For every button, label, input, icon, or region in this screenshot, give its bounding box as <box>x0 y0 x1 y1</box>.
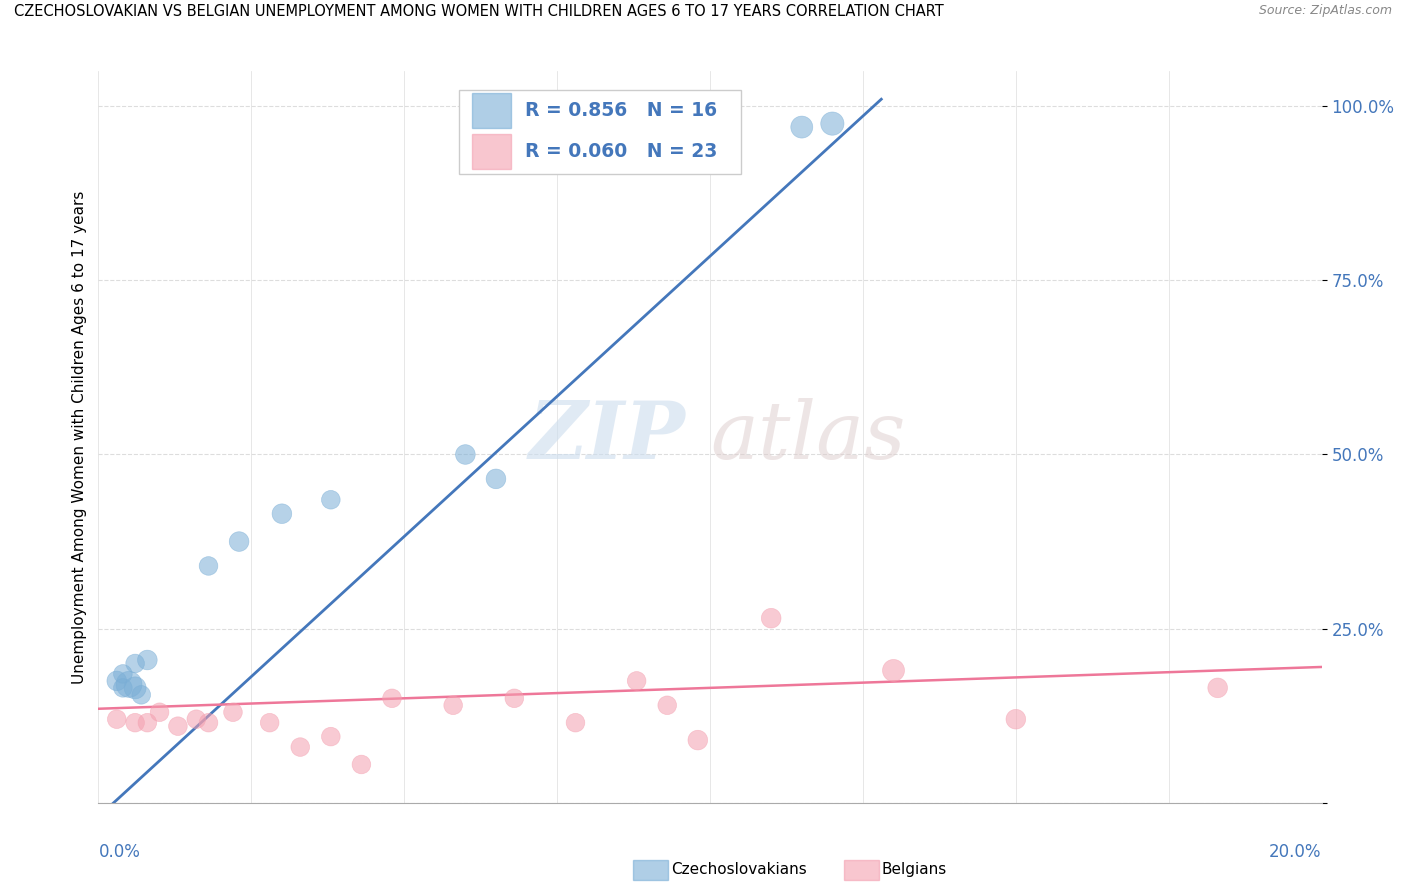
Point <box>759 611 782 625</box>
FancyBboxPatch shape <box>471 135 510 169</box>
Point <box>124 657 146 671</box>
Text: R = 0.856   N = 16: R = 0.856 N = 16 <box>526 101 717 120</box>
Point <box>657 698 679 713</box>
Point <box>197 715 219 730</box>
Point <box>111 667 134 681</box>
FancyBboxPatch shape <box>460 90 741 174</box>
Point <box>124 681 146 695</box>
Point <box>454 448 477 462</box>
Point <box>883 664 905 678</box>
Point <box>503 691 526 706</box>
FancyBboxPatch shape <box>471 93 510 128</box>
Point <box>167 719 190 733</box>
Text: Source: ZipAtlas.com: Source: ZipAtlas.com <box>1258 4 1392 18</box>
Point <box>350 757 373 772</box>
Point <box>1004 712 1026 726</box>
Point <box>124 715 146 730</box>
Point <box>626 673 648 688</box>
Point <box>105 673 128 688</box>
Text: Czechoslovakians: Czechoslovakians <box>671 863 807 877</box>
Point <box>111 681 134 695</box>
Point <box>790 120 813 134</box>
Point <box>197 558 219 573</box>
Point <box>441 698 464 713</box>
Point <box>259 715 281 730</box>
Text: 20.0%: 20.0% <box>1270 843 1322 861</box>
Text: ZIP: ZIP <box>529 399 686 475</box>
Point <box>485 472 508 486</box>
Text: atlas: atlas <box>710 399 905 475</box>
Point <box>105 712 128 726</box>
Point <box>270 507 292 521</box>
Point <box>186 712 208 726</box>
Point <box>319 730 342 744</box>
Point <box>290 740 312 755</box>
Text: 0.0%: 0.0% <box>98 843 141 861</box>
Point <box>319 492 342 507</box>
Point <box>222 705 245 719</box>
Text: CZECHOSLOVAKIAN VS BELGIAN UNEMPLOYMENT AMONG WOMEN WITH CHILDREN AGES 6 TO 17 Y: CZECHOSLOVAKIAN VS BELGIAN UNEMPLOYMENT … <box>14 4 943 20</box>
Point <box>136 653 159 667</box>
Text: R = 0.060   N = 23: R = 0.060 N = 23 <box>526 143 717 161</box>
Point <box>686 733 709 747</box>
Point <box>1206 681 1229 695</box>
Point <box>149 705 172 719</box>
Point <box>564 715 586 730</box>
Point <box>129 688 152 702</box>
Text: Belgians: Belgians <box>882 863 946 877</box>
Y-axis label: Unemployment Among Women with Children Ages 6 to 17 years: Unemployment Among Women with Children A… <box>72 190 87 684</box>
Point <box>228 534 250 549</box>
Point <box>118 677 141 691</box>
Point <box>821 117 844 131</box>
Point <box>136 715 159 730</box>
Point <box>381 691 404 706</box>
